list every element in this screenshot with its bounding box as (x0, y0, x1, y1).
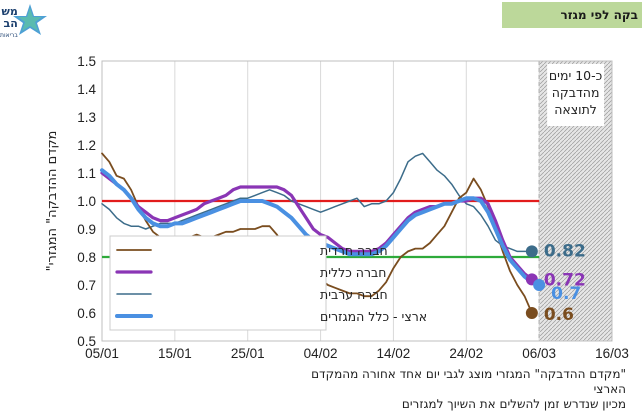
legend-label: חברה ערבית (320, 287, 388, 302)
logo-text: מש הב בריאות (0, 6, 18, 42)
y-tick-label: 0.8 (77, 250, 96, 265)
y-tick-label: 1.4 (77, 82, 96, 97)
series-end-marker (525, 307, 538, 319)
x-tick-label: 06/03 (522, 346, 556, 361)
y-tick-label: 1.3 (77, 110, 96, 125)
star-logo-icon (13, 4, 47, 35)
y-tick-label: 0.9 (77, 222, 96, 237)
section-tag: בקה לפי מגזר (502, 2, 642, 28)
forecast-label-line: לתוצאה (554, 102, 597, 117)
legend-label: חברה כללית (320, 265, 386, 280)
x-tick-label: 16/03 (595, 346, 629, 361)
x-tick-label: 04/02 (304, 346, 338, 361)
x-tick-label: 24/02 (449, 346, 483, 361)
series-end-marker (533, 279, 546, 291)
forecast-label-bg (547, 64, 604, 126)
legend-label: ארצי - כלל המגזרים (320, 309, 427, 324)
series-end-label: 0.6 (544, 305, 574, 325)
logo-text-line3: בריאות (0, 32, 18, 39)
footnote-line1: "מקדם ההדבקה" המגזרי מוצג לגבי יום אחד א… (311, 367, 626, 396)
x-tick-label: 15/01 (158, 346, 192, 361)
section-tag-text: בקה לפי מגזר (560, 8, 638, 22)
footnote-line2: מכיון שנדרש זמן להשלים את השיוך למגזרים (401, 397, 626, 411)
y-tick-label: 1.5 (77, 54, 96, 69)
y-tick-label: 0.6 (77, 306, 96, 321)
series-end-marker (525, 245, 538, 258)
series-end-label: 0.72 (544, 270, 586, 290)
y-axis-label: "מקדם ההדבקה" המגזרי (45, 131, 60, 272)
legend: חברה חרדית חברה כללית חברה ערבית ארצי - כלל… (109, 235, 427, 331)
series-end-label: 0.7 (551, 284, 581, 304)
ministry-logo: מש הב בריאות (0, 2, 52, 39)
x-tick-label: 25/01 (231, 346, 265, 361)
forecast-label-line: כ-10 ימים (549, 68, 602, 83)
x-tick-label: 14/02 (377, 346, 411, 361)
y-tick-label: 0.7 (77, 278, 96, 293)
forecast-label-line: מהדבקה (552, 85, 600, 100)
y-tick-label: 0.5 (77, 334, 96, 349)
logo-text-line1: מש (1, 5, 18, 18)
series-end-label: 0.82 (544, 241, 586, 261)
footnote: "מקדם ההדבקה" המגזרי מוצג לגבי יום אחד א… (286, 367, 626, 412)
y-tick-label: 1.0 (77, 194, 96, 209)
x-tick-label: 05/01 (85, 346, 119, 361)
y-tick-label: 1.1 (77, 166, 96, 181)
y-tick-label: 1.2 (77, 138, 96, 153)
logo-text-line2: הב (3, 17, 18, 30)
legend-label: חברה חרדית (320, 243, 388, 258)
